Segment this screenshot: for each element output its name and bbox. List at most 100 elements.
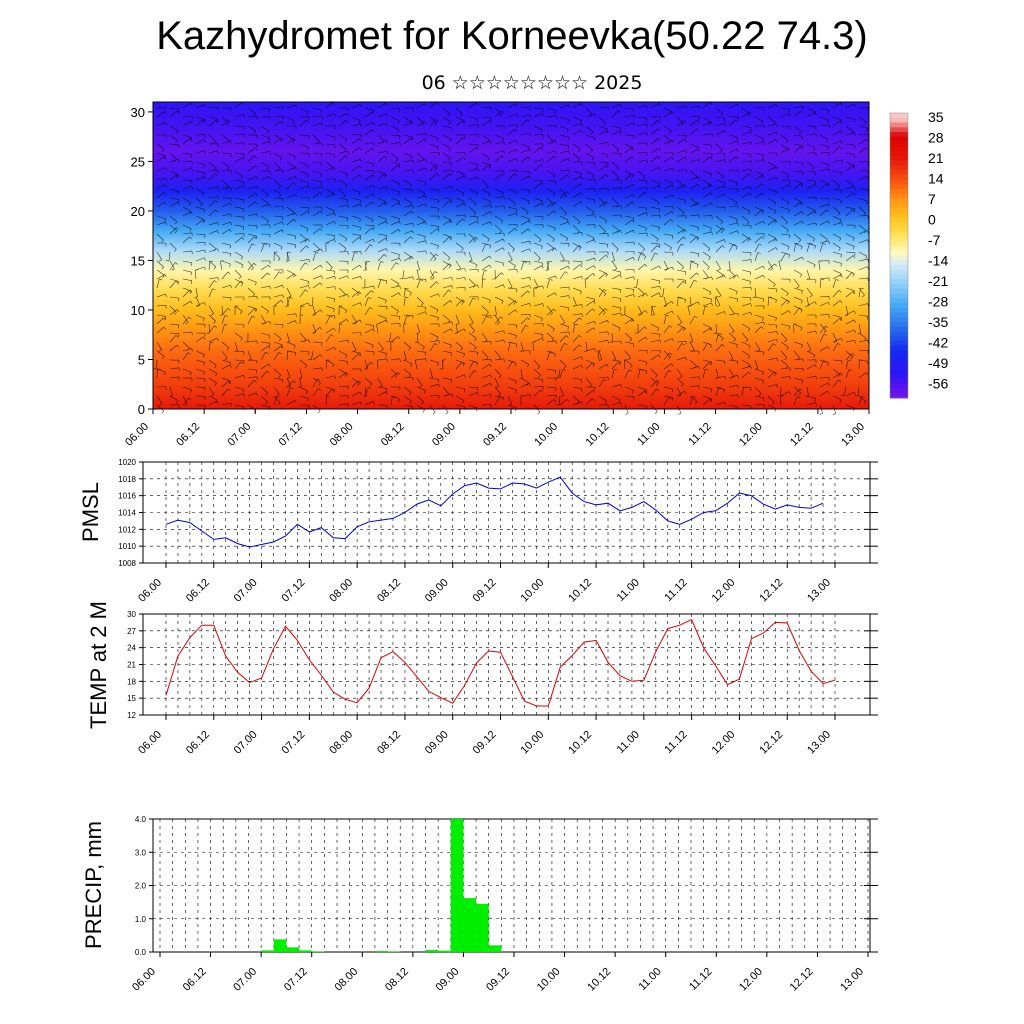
colorbar-segment — [890, 198, 908, 204]
colorbar-segment — [890, 222, 908, 228]
colorbar-segment — [890, 151, 908, 157]
colorbar-segment — [890, 203, 908, 209]
colorbar-segment — [890, 155, 908, 161]
cross-section-ytick-20: 20 — [131, 204, 145, 219]
colorbar-segment — [890, 350, 908, 356]
colorbar-segment — [890, 269, 908, 275]
cross-section-xtick-08-12: 08.12 — [379, 421, 407, 449]
colorbar-frame — [889, 112, 909, 399]
pmsl-xtick-07-00: 07.00 — [232, 577, 260, 605]
precip-bar — [374, 951, 388, 952]
colorbar-segment — [890, 360, 908, 366]
colorbar-label-0: 35 — [928, 109, 944, 125]
pmsl-xtick-09-00: 09.00 — [423, 577, 451, 605]
pmsl-xtick-10-12: 10.12 — [566, 577, 594, 605]
colorbar-segment — [890, 388, 908, 394]
cross-section-chart: 0 5 10 15 20 25 30 06.00 06.12 07.00 07.12 08.00 08.… — [123, 101, 948, 449]
cross-section-xtick-11-12: 11.12 — [686, 421, 713, 448]
precip-xtick-12-12: 12.12 — [788, 966, 816, 994]
pmsl-xtick-08-12: 08.12 — [375, 577, 403, 605]
precip-bar — [286, 947, 300, 952]
temp2m-xtick-11-12: 11.12 — [662, 729, 689, 756]
page-title: Kazhydromet for Korneevka(50.22 74.3) — [156, 14, 868, 58]
colorbar-segment — [890, 336, 908, 342]
precip-xtick-13-00: 13.00 — [838, 966, 866, 994]
pmsl-xtick-06-12: 06.12 — [184, 577, 212, 605]
colorbar-segment — [890, 383, 908, 389]
precip-xtick-11-12: 11.12 — [687, 966, 714, 993]
page-subtitle: 06 ☆☆☆☆☆☆☆☆ 2025 — [421, 72, 643, 94]
pmsl-ytick-1016: 1016 — [118, 492, 136, 501]
colorbar-segment — [890, 341, 908, 347]
colorbar-label-8: -21 — [928, 273, 948, 289]
precip-xtick-10-00: 10.00 — [535, 966, 563, 994]
precip-xtick-08-00: 08.00 — [332, 966, 360, 994]
colorbar-segment — [890, 331, 908, 337]
precip-xtick-10-12: 10.12 — [585, 966, 613, 994]
pmsl-xtick-10-00: 10.00 — [518, 577, 546, 605]
precip-xtick-09-00: 09.00 — [434, 966, 462, 994]
cross-section-xtick-08-00: 08.00 — [328, 421, 356, 449]
temp2m-ytick-15: 15 — [127, 694, 136, 703]
precip-ylabel: PRECIP, mm — [81, 821, 106, 949]
cross-section-xtick-11-00: 11.00 — [635, 421, 662, 448]
colorbar-segment — [890, 322, 908, 328]
precip-bar — [463, 898, 477, 952]
precip-xtick-12-00: 12.00 — [737, 966, 765, 994]
colorbar-segment — [890, 179, 908, 185]
colorbar-segment — [890, 132, 908, 138]
colorbar-segment — [890, 284, 908, 290]
colorbar-segment — [890, 212, 908, 218]
colorbar-segment — [890, 136, 908, 142]
temp2m-xtick-09-00: 09.00 — [423, 729, 451, 757]
colorbar-segment — [890, 326, 908, 332]
colorbar-segment — [890, 312, 908, 318]
colorbar-label-12: -49 — [928, 355, 948, 371]
cross-section-ytick-5: 5 — [138, 352, 145, 367]
colorbar-segment — [890, 393, 908, 399]
pmsl-xtick-12-12: 12.12 — [757, 577, 785, 605]
pmsl-xtick-11-12: 11.12 — [662, 577, 689, 604]
temp2m-chart: 12 15 18 21 24 27 30 06.00 06.12 07.00 07.12 08.00 0… — [86, 601, 878, 757]
temp2m-xtick-07-12: 07.12 — [280, 729, 308, 757]
pmsl-grid — [143, 461, 870, 564]
temp2m-xtick-08-12: 08.12 — [375, 729, 403, 757]
colorbar-segment — [890, 160, 908, 166]
precip-ytick-4-0: 4.0 — [135, 815, 147, 824]
pmsl-xtick-08-00: 08.00 — [327, 577, 355, 605]
colorbar-segment — [890, 250, 908, 256]
cross-section-xtick-12-00: 12.00 — [737, 421, 765, 449]
colorbar-segment — [890, 260, 908, 266]
pmsl-xtick-11-00: 11.00 — [615, 577, 642, 604]
precip-ytick-2-0: 2.0 — [135, 882, 147, 891]
colorbar-label-2: 21 — [928, 150, 944, 166]
pmsl-ytick-1014: 1014 — [118, 509, 136, 518]
cross-section-xtick-12-12: 12.12 — [788, 421, 816, 449]
precip-bar — [450, 819, 464, 952]
colorbar-segment — [890, 355, 908, 361]
colorbar-segment — [890, 246, 908, 252]
colorbar-label-6: -7 — [928, 232, 941, 248]
pmsl-ytick-1018: 1018 — [118, 475, 136, 484]
temp2m-xtick-11-00: 11.00 — [615, 729, 642, 756]
temp2m-xtick-07-00: 07.00 — [232, 729, 260, 757]
pmsl-chart: 1008 1010 1012 1014 1016 1018 1020 06.00 06.12 07… — [78, 458, 878, 605]
pmsl-ytick-1020: 1020 — [118, 458, 136, 467]
pmsl-series-line — [165, 476, 824, 548]
temp2m-ytick-21: 21 — [127, 661, 136, 670]
precip-bar — [273, 939, 287, 952]
colorbar-segment — [890, 170, 908, 176]
colorbar-segment — [890, 241, 908, 247]
colorbar-segment — [890, 374, 908, 380]
temp2m-ytick-18: 18 — [127, 677, 136, 686]
colorbar-label-11: -42 — [928, 335, 948, 351]
colorbar-label-5: 0 — [928, 212, 936, 228]
temp2m-ytick-24: 24 — [127, 644, 136, 653]
colorbar-segment — [890, 117, 908, 123]
colorbar-segment — [890, 288, 908, 294]
colorbar-segment — [890, 307, 908, 313]
colorbar-segment — [890, 208, 908, 214]
cross-section-xtick-09-00: 09.00 — [430, 421, 458, 449]
colorbar-segment — [890, 122, 908, 128]
